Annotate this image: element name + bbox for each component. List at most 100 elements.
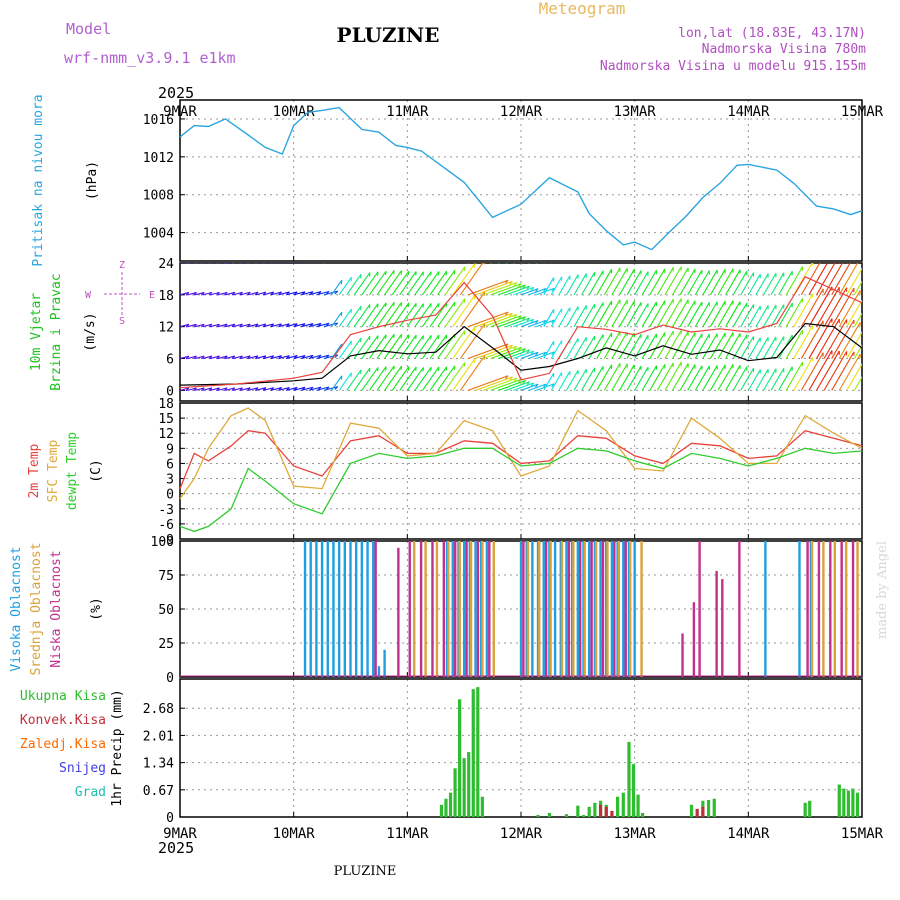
wind-arrow: [278, 355, 290, 360]
wind-arrow: [634, 271, 649, 296]
wind-arrow: [793, 293, 814, 327]
wind-arrow: [338, 340, 352, 359]
low-cloud-bar: [692, 602, 696, 677]
wind-arrow-head: [254, 355, 259, 360]
wind-arrow: [338, 308, 352, 328]
wind-arrow: [422, 271, 440, 296]
wind-arrow: [498, 348, 526, 360]
wind-arrow: [853, 280, 862, 296]
wind-arrow: [672, 363, 689, 391]
wind-arrow-head: [513, 282, 518, 286]
dewpt-line: [179, 447, 863, 533]
wind-arrow: [308, 291, 322, 296]
wind-arrow-head: [519, 252, 522, 255]
wind-arrow: [785, 298, 804, 327]
high-cloud-bar: [588, 541, 591, 677]
wind-arrow: [816, 318, 840, 359]
pressure-unit: (hPa): [85, 161, 100, 200]
wind-arrow: [702, 269, 718, 296]
wind-arrow: [437, 269, 456, 296]
total-precip-bar: [576, 805, 580, 817]
wind-arrow-head: [193, 323, 197, 328]
wind-arrow-head: [185, 323, 190, 328]
precip-axis-title: 1hr Precip (mm): [110, 689, 125, 806]
wind-arrow: [649, 332, 666, 359]
wind-arrow: [717, 268, 734, 296]
precip-legend-2: Konvek.Kisa: [20, 713, 106, 728]
wind-arrow: [195, 387, 205, 391]
total-precip-bar: [453, 768, 457, 817]
wind-arrow: [747, 273, 761, 296]
total-precip-bar: [547, 812, 552, 817]
x-tick-label-bottom: 12MAR: [500, 826, 543, 842]
wind-arrow: [558, 307, 571, 327]
wind-arrow: [406, 303, 424, 328]
wind-arrow: [619, 332, 635, 359]
total-precip-bar: [476, 687, 480, 817]
wind-arrow-head: [216, 355, 220, 360]
wind-arrow: [778, 271, 793, 296]
wind-arrow: [550, 340, 563, 359]
wind-arrow: [422, 302, 440, 328]
conv-precip-bar: [610, 810, 614, 817]
wind-arrow: [853, 344, 862, 359]
wind-arrow-head: [552, 256, 555, 259]
total-precip-bar: [808, 800, 812, 817]
wind-arrow: [574, 263, 575, 264]
conv-precip-bar: [695, 808, 699, 817]
wind-arrow: [846, 267, 862, 296]
wind-arrow: [755, 263, 757, 264]
wind-arrow: [679, 332, 696, 359]
wind-arrow: [513, 318, 535, 328]
low-cloud-bar: [829, 541, 832, 677]
lonlat-label: lon,lat (18.83E, 43.17N): [678, 26, 866, 41]
wind-arrow: [376, 333, 395, 359]
wind-arrow-head: [216, 323, 220, 328]
wind-arrow: [301, 291, 314, 296]
wind-arrow: [353, 272, 371, 296]
total-precip-bar: [458, 699, 462, 817]
precipitation-ytick-label: 2.68: [143, 702, 174, 717]
wind-arrow: [301, 386, 314, 391]
high-cloud-bar: [332, 541, 335, 677]
wind-arrow: [641, 301, 657, 327]
high-cloud-bar: [354, 541, 358, 677]
wind-arrow-head: [239, 323, 243, 328]
wind-arrow: [399, 302, 417, 328]
temperature-ytick-label: 12: [158, 427, 174, 442]
year-top: 2025: [158, 84, 194, 102]
wind-arrow-head: [239, 291, 243, 296]
temp-unit: (C): [89, 459, 104, 482]
wind-arrow: [391, 334, 410, 359]
mid-cloud-bar: [822, 541, 825, 677]
high-cloud-bar: [337, 541, 341, 677]
wind-arrow: [452, 263, 476, 296]
wind-arrow-head: [523, 253, 526, 256]
wind-arrow-head: [535, 383, 539, 388]
wind-arrow-head: [208, 292, 213, 296]
wind-arrow: [581, 263, 583, 264]
wind-arrow-head: [200, 387, 205, 392]
wind-arrow: [361, 303, 379, 328]
wind-arrow: [656, 298, 674, 327]
wind-arrow: [308, 322, 322, 328]
wind-arrow: [664, 361, 682, 391]
wind-arrow: [323, 290, 338, 296]
wind-arrow: [248, 387, 259, 391]
wind-arrow-head: [185, 387, 190, 392]
wind-arrow: [588, 334, 604, 359]
model-label: Model: [66, 20, 111, 38]
wind-arrow: [755, 337, 769, 359]
temperature-frame: [179, 402, 863, 540]
total-precip-bar: [636, 794, 640, 817]
wind-arrow: [747, 369, 761, 391]
wind-arrow: [657, 263, 659, 264]
wind-arrow-head: [216, 387, 220, 392]
wind-arrow: [565, 369, 579, 391]
wind-arrow-head: [231, 291, 236, 296]
low-cloud-bar: [454, 541, 457, 677]
wind-arrow-head: [543, 383, 547, 388]
wind-arrow: [460, 263, 462, 264]
precip-legend-5: Grad: [75, 785, 106, 800]
wind-speed-line: [179, 322, 863, 386]
